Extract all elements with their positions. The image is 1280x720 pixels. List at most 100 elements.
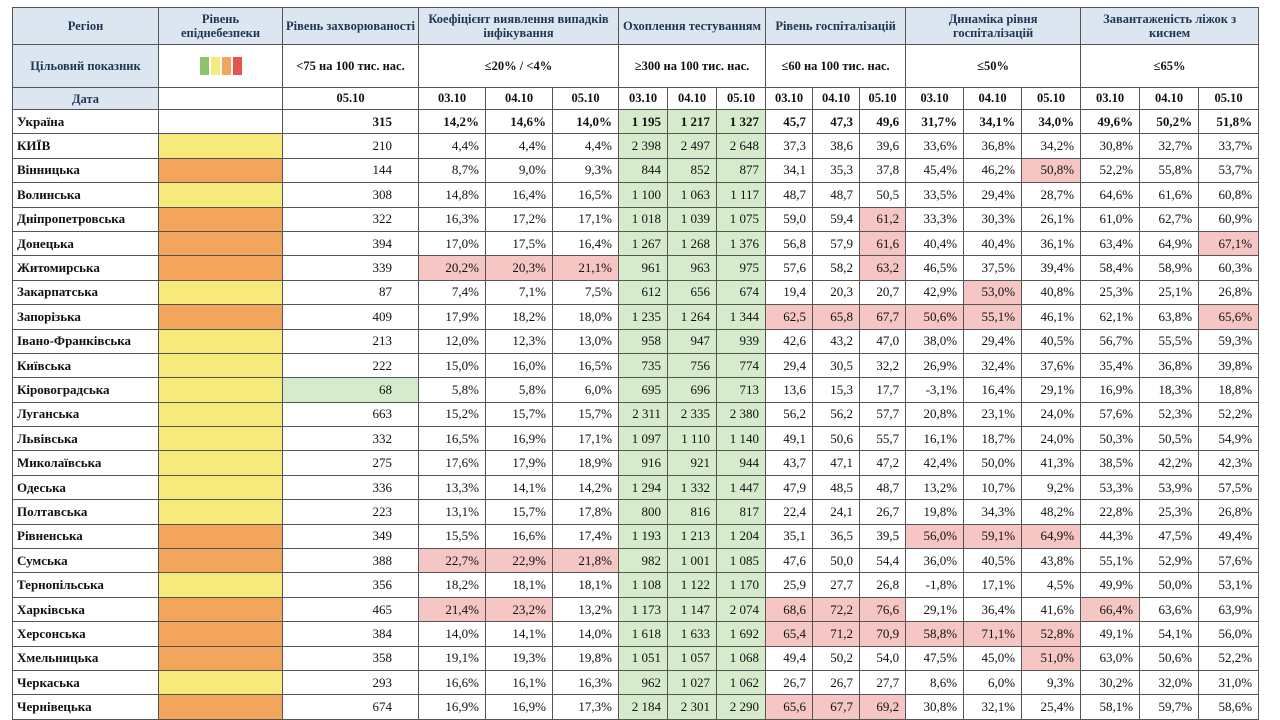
- value-cell: 55,7: [859, 426, 907, 452]
- value-cell: 63,2: [859, 255, 907, 281]
- region-name: Донецька: [12, 230, 159, 257]
- value-cell: 50,0%: [1139, 572, 1200, 598]
- value-cell: 67,1%: [1198, 230, 1260, 257]
- value-cell: 29,4%: [963, 182, 1023, 208]
- value-cell: 15,3: [812, 377, 861, 403]
- level-cell: [158, 694, 283, 720]
- value-cell: 12,3%: [485, 328, 553, 354]
- level-cell: [158, 304, 283, 330]
- region-row: Львівська 332 16,5% 16,9% 17,1% 1 097 1 110 1 1…: [12, 426, 1260, 452]
- value-cell: 17,1%: [551, 426, 620, 452]
- value-cell: 2 648: [716, 133, 767, 159]
- value-cell: 6,0%: [963, 669, 1023, 696]
- value-cell: 41,6%: [1021, 596, 1082, 623]
- value-cell: 5,8%: [418, 377, 486, 403]
- value-cell: 58,8%: [905, 621, 965, 647]
- value-cell: 1 001: [667, 548, 718, 574]
- value-cell: 1 217: [667, 108, 718, 135]
- value-cell: 1 447: [716, 474, 767, 501]
- value-cell: 16,3%: [418, 206, 486, 232]
- target-value: ≤60 на 100 тис. нас.: [765, 44, 907, 88]
- region-row: Рівненська 349 15,5% 16,6% 17,4% 1 193 1 213 1 …: [12, 523, 1260, 550]
- value-cell: 1 633: [667, 621, 718, 647]
- value-cell: 29,4%: [963, 328, 1023, 354]
- value-cell: 57,6%: [1080, 401, 1141, 428]
- value-cell: 17,7: [859, 377, 907, 403]
- value-cell: 40,4%: [905, 230, 965, 257]
- table-wrap: Регіон Рівень епіднебезпеки Рівень захворю…: [12, 7, 1260, 720]
- value-cell: 12,0%: [418, 328, 486, 354]
- value-cell: 37,5%: [963, 255, 1023, 281]
- value-cell: 7,1%: [485, 279, 553, 306]
- region-row: Дніпропетровська 322 16,3% 17,2% 17,1% 1 018 1…: [12, 206, 1260, 232]
- value-cell: 55,1%: [1080, 548, 1141, 574]
- value-cell: 16,0%: [485, 352, 553, 379]
- value-cell: 59,3%: [1198, 328, 1260, 354]
- value-cell: 16,9%: [485, 694, 553, 720]
- value-cell: 1 204: [716, 523, 767, 550]
- value-cell: 63,4%: [1080, 230, 1141, 257]
- value-cell: 713: [716, 377, 767, 403]
- value-cell: 1 110: [667, 426, 718, 452]
- value-cell: 24,0%: [1021, 401, 1082, 428]
- value-cell: 47,2: [859, 450, 907, 476]
- value-cell: 9,2%: [1021, 474, 1082, 501]
- level-cell: [158, 426, 283, 452]
- table-body: Регіон Рівень епіднебезпеки Рівень захворю…: [12, 7, 1260, 720]
- value-cell: 53,9%: [1139, 474, 1200, 501]
- value-cell: 60,9%: [1198, 206, 1260, 232]
- value-cell: 18,2%: [418, 572, 486, 598]
- level-cell: [158, 523, 283, 550]
- value-cell: 877: [716, 157, 767, 184]
- value-cell: 1 294: [618, 474, 669, 501]
- value-cell: 59,7%: [1139, 694, 1200, 720]
- value-cell: 57,9: [812, 230, 861, 257]
- value-cell: 26,7: [859, 499, 907, 525]
- level-cell: [158, 645, 283, 671]
- value-cell: 31,7%: [905, 108, 965, 135]
- value-cell: 32,7%: [1139, 133, 1200, 159]
- value-cell: 19,1%: [418, 645, 486, 671]
- value-cell: 58,9%: [1139, 255, 1200, 281]
- level-cell: [158, 377, 283, 403]
- value-cell: 39,8%: [1198, 352, 1260, 379]
- value-cell: 16,4%: [551, 230, 620, 257]
- value-cell: 1 235: [618, 304, 669, 330]
- value-cell: 22,8%: [1080, 499, 1141, 525]
- value-cell: 55,8%: [1139, 157, 1200, 184]
- value-cell: 15,5%: [418, 523, 486, 550]
- value-cell: 8,6%: [905, 669, 965, 696]
- region-name: Рівненська: [12, 523, 159, 550]
- value-cell: 26,1%: [1021, 206, 1082, 232]
- date: 03.10: [418, 87, 486, 110]
- value-cell: 58,2: [812, 255, 861, 281]
- value-cell: 14,1%: [485, 474, 553, 501]
- value-cell: 16,6%: [418, 669, 486, 696]
- region-row: Миколаївська 275 17,6% 17,9% 18,9% 916 921 944 4…: [12, 450, 1260, 476]
- region-row: КИЇВ 210 4,4% 4,4% 4,4% 2 398 2 497 2 648 37,3 38…: [12, 133, 1260, 159]
- value-cell: 21,8%: [551, 548, 620, 574]
- value-cell: 62,7%: [1139, 206, 1200, 232]
- region-row: Чернівецька 674 16,9% 16,9% 17,3% 2 184 2 301 2…: [12, 694, 1260, 720]
- value-cell: 45,7: [765, 108, 814, 135]
- value-cell: 63,0%: [1080, 645, 1141, 671]
- date: 05.10: [716, 87, 767, 110]
- value-cell: 916: [618, 450, 669, 476]
- legend-swatch: [199, 57, 209, 75]
- value-cell: 30,3%: [963, 206, 1023, 232]
- value-cell: 38,6: [812, 133, 861, 159]
- value-cell: 16,4%: [485, 182, 553, 208]
- value-cell: 1 018: [618, 206, 669, 232]
- legend-swatch: [232, 57, 242, 75]
- level-cell: [158, 450, 283, 476]
- region-name: Хмельницька: [12, 645, 159, 671]
- group-header: Динаміка рівня госпіталізацій: [905, 7, 1082, 45]
- value-cell: 13,0%: [551, 328, 620, 354]
- value-cell: 13,1%: [418, 499, 486, 525]
- value-cell: 32,4%: [963, 352, 1023, 379]
- value-cell: 1 027: [667, 669, 718, 696]
- value-cell: 13,3%: [418, 474, 486, 501]
- value-cell: 735: [618, 352, 669, 379]
- value-cell: 68: [282, 377, 419, 403]
